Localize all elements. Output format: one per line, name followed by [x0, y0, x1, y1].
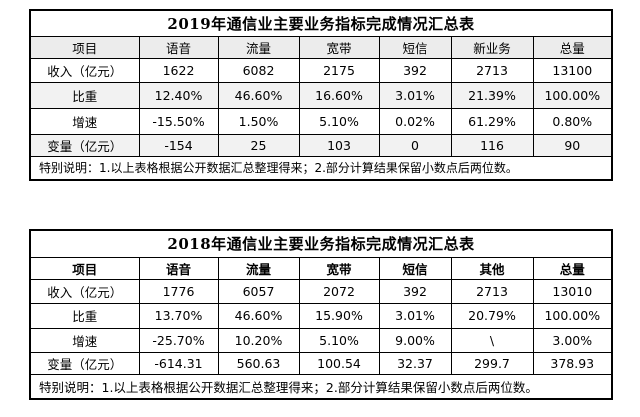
table-cell: 5.10%	[298, 107, 380, 135]
header-cell: 流量	[217, 35, 300, 59]
table-cell: 392	[378, 57, 452, 83]
table-row: 比重 13.70% 46.60% 15.90% 3.01% 20.79% 100…	[29, 302, 613, 329]
header-cell: 语音	[138, 35, 219, 59]
header-cell: 宽带	[298, 256, 380, 280]
table-cell: 392	[378, 278, 452, 304]
table-cell: \	[450, 327, 534, 353]
table-cell: 0.02%	[378, 107, 452, 135]
table-cell: 46.60%	[217, 302, 300, 329]
table-cell: 6082	[217, 57, 300, 83]
table-cell: 0.80%	[532, 107, 613, 135]
table-cell: 9.00%	[378, 327, 452, 353]
table-row: 增速 -15.50% 1.50% 5.10% 0.02% 61.29% 0.80…	[29, 107, 613, 135]
table-row: 变量（亿元） -614.31 560.63 100.54 32.37 299.7…	[29, 351, 613, 375]
table-cell: 3.01%	[378, 302, 452, 329]
table-row: 增速 -25.70% 10.20% 5.10% 9.00% \ 3.00%	[29, 327, 613, 353]
header-cell: 新业务	[450, 35, 534, 59]
table-cell: 46.60%	[217, 81, 300, 109]
table-title: 2018年通信业主要业务指标完成情况汇总表	[29, 229, 613, 258]
table-cell: 16.60%	[298, 81, 380, 109]
summary-table-2018: 2018年通信业主要业务指标完成情况汇总表 项目 语音 流量 宽带 短信 其他 …	[29, 229, 614, 400]
table-cell: 32.37	[378, 351, 452, 375]
table-cell: 116	[450, 133, 534, 157]
table-cell: 25	[217, 133, 300, 157]
table-cell: -614.31	[138, 351, 219, 375]
header-cell: 项目	[29, 256, 140, 280]
table-cell: 560.63	[217, 351, 300, 375]
row-label: 变量（亿元）	[29, 351, 140, 375]
header-cell: 流量	[217, 256, 300, 280]
table-cell: 21.39%	[450, 81, 534, 109]
row-label: 比重	[29, 81, 140, 109]
header-cell: 项目	[29, 35, 140, 59]
table-cell: 0	[378, 133, 452, 157]
table-cell: 1622	[138, 57, 219, 83]
table-cell: 10.20%	[217, 327, 300, 353]
table-cell: 90	[532, 133, 613, 157]
table-cell: 2175	[298, 57, 380, 83]
row-label: 增速	[29, 327, 140, 353]
table-row: 变量（亿元） -154 25 103 0 116 90	[29, 133, 613, 157]
table-cell: 6057	[217, 278, 300, 304]
table-cell: -154	[138, 133, 219, 157]
table-cell: 20.79%	[450, 302, 534, 329]
table-cell: 3.00%	[532, 327, 613, 353]
table-cell: 378.93	[532, 351, 613, 375]
table-row: 收入（亿元） 1622 6082 2175 392 2713 13100	[29, 57, 613, 83]
table-cell: 1.50%	[217, 107, 300, 135]
table-cell: -15.50%	[138, 107, 219, 135]
table-cell: 5.10%	[298, 327, 380, 353]
row-label: 变量（亿元）	[29, 133, 140, 157]
table-cell: 3.01%	[378, 81, 452, 109]
table-cell: 61.29%	[450, 107, 534, 135]
header-cell: 语音	[138, 256, 219, 280]
table-cell: 2713	[450, 278, 534, 304]
table-cell: 13010	[532, 278, 613, 304]
table-footnote: 特别说明：1.以上表格根据公开数据汇总整理得来；2.部分计算结果保留小数点后两位…	[29, 155, 613, 181]
table-cell: 103	[298, 133, 380, 157]
table-cell: 13.70%	[138, 302, 219, 329]
header-cell: 短信	[378, 35, 452, 59]
table-cell: -25.70%	[138, 327, 219, 353]
table-footnote: 特别说明：1.以上表格根据公开数据汇总整理得来；2.部分计算结果保留小数点后两位…	[29, 373, 613, 400]
header-cell: 总量	[532, 35, 613, 59]
header-cell: 宽带	[298, 35, 380, 59]
table-cell: 13100	[532, 57, 613, 83]
row-label: 增速	[29, 107, 140, 135]
table-cell: 1776	[138, 278, 219, 304]
row-label: 收入（亿元）	[29, 278, 140, 304]
table-cell: 100.00%	[532, 302, 613, 329]
table-cell: 100.00%	[532, 81, 613, 109]
table-header-row: 项目 语音 流量 宽带 短信 新业务 总量	[29, 35, 613, 59]
table-row: 比重 12.40% 46.60% 16.60% 3.01% 21.39% 100…	[29, 81, 613, 109]
row-label: 比重	[29, 302, 140, 329]
summary-table-2019: 2019年通信业主要业务指标完成情况汇总表 项目 语音 流量 宽带 短信 新业务…	[29, 9, 614, 181]
table-cell: 299.7	[450, 351, 534, 375]
table-title: 2019年通信业主要业务指标完成情况汇总表	[29, 9, 613, 37]
header-cell: 短信	[378, 256, 452, 280]
header-cell: 其他	[450, 256, 534, 280]
table-header-row: 项目 语音 流量 宽带 短信 其他 总量	[29, 256, 613, 280]
table-cell: 2072	[298, 278, 380, 304]
table-cell: 2713	[450, 57, 534, 83]
table-cell: 15.90%	[298, 302, 380, 329]
header-cell: 总量	[532, 256, 613, 280]
row-label: 收入（亿元）	[29, 57, 140, 83]
table-cell: 100.54	[298, 351, 380, 375]
table-cell: 12.40%	[138, 81, 219, 109]
table-row: 收入（亿元） 1776 6057 2072 392 2713 13010	[29, 278, 613, 304]
